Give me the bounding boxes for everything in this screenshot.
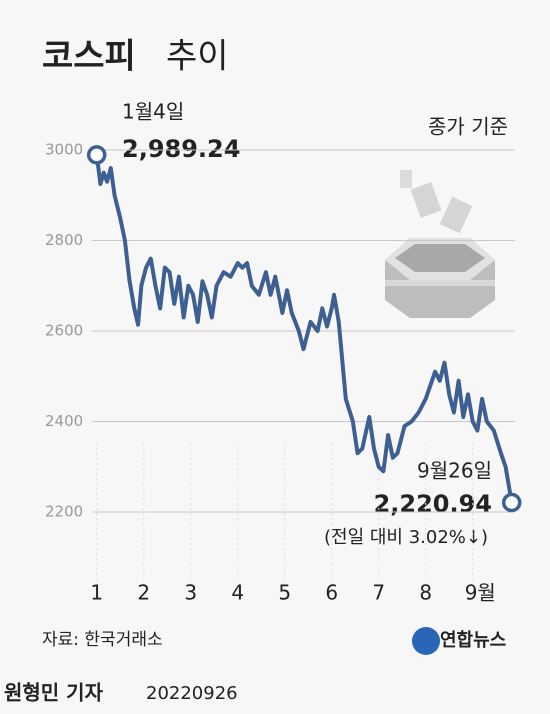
y-tick-label: 2200 [45, 503, 83, 521]
date: 20220926 [146, 683, 238, 704]
endpoint-marker [86, 145, 107, 165]
byline: 원형민 기자 [4, 681, 104, 705]
x-tick-label: 2 [137, 581, 150, 605]
pot-illustration [385, 170, 495, 318]
x-tick-label: 8 [419, 581, 432, 605]
x-tick-label: 4 [231, 581, 244, 605]
x-tick-label: 5 [278, 581, 291, 605]
start-value: 2,989.24 [122, 135, 240, 163]
x-tick-label: 3 [184, 581, 197, 605]
end-value: 2,220.94 [374, 490, 492, 518]
y-tick-label: 2600 [45, 322, 83, 340]
chart-title-suffix: 추이 [166, 37, 229, 77]
chart-title: 코스피 [42, 37, 136, 77]
y-tick-label: 2800 [45, 231, 83, 249]
start-date: 1월4일 [122, 100, 184, 124]
x-tick-label: 7 [372, 581, 385, 605]
x-tick-label: 9월 [465, 581, 496, 605]
x-tick-label: 1 [90, 581, 103, 605]
source: 자료: 한국거래소 [42, 630, 163, 650]
note: 종가 기준 [428, 115, 508, 139]
logo: 연합뉴스 [440, 629, 506, 651]
end-change: (전일 대비 3.02%↓) [324, 527, 488, 548]
y-tick-label: 2400 [45, 412, 83, 430]
series-line [94, 154, 514, 503]
endpoint-marker [501, 492, 522, 513]
end-date: 9월26일 [417, 459, 492, 483]
x-tick-label: 6 [325, 581, 338, 605]
logo-icon [412, 627, 440, 655]
y-tick-label: 3000 [45, 141, 83, 159]
